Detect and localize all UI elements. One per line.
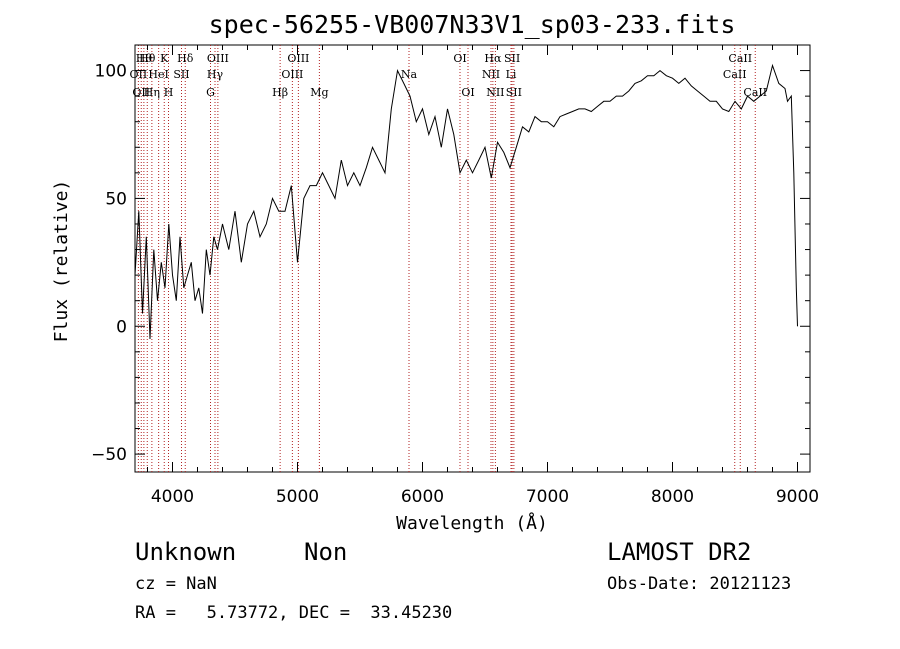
line-label: SII <box>506 86 522 99</box>
chart-title: spec-56255-VB007N33V1_sp03-233.fits <box>209 10 736 39</box>
line-label: NII <box>482 68 500 81</box>
x-tick-label: 4000 <box>151 487 194 507</box>
line-label: OIII <box>281 68 303 81</box>
object-subclass: Non <box>304 538 348 566</box>
line-label: Mg <box>310 86 328 99</box>
y-tick-label: 50 <box>105 189 127 209</box>
x-tick-label: 6000 <box>401 487 444 507</box>
line-label: SII <box>173 68 189 81</box>
spectral-line-labels: OIIOIIHθHθHηHeIKHSIIHδGHγOIIIHβOIIIOIIIM… <box>130 52 768 99</box>
coordinates-text: RA = 5.73772, DEC = 33.45230 <box>135 603 453 623</box>
line-label: Hθ <box>139 52 156 65</box>
tick-labels: 4000 5000 6000 7000 8000 9000 −50 0 50 100 <box>91 62 819 507</box>
y-tick-label: 100 <box>95 62 127 82</box>
plot-frame <box>134 44 811 473</box>
line-label: Hθ <box>136 52 153 65</box>
axis-ticks <box>135 44 810 472</box>
line-label: SII <box>504 52 520 65</box>
line-label: Li <box>506 68 517 81</box>
line-label: CaII <box>728 52 752 65</box>
spectral-line-markers <box>137 45 756 472</box>
line-label: K <box>160 52 169 65</box>
line-label: Hβ <box>272 86 288 99</box>
redshift-text: cz = NaN <box>135 574 217 594</box>
line-label: Na <box>401 68 418 81</box>
object-class: Unknown <box>135 538 237 566</box>
x-tick-label: 7000 <box>526 487 569 507</box>
line-label: OII <box>130 68 148 81</box>
line-label: OIII <box>287 52 309 65</box>
line-label: OI <box>453 52 466 65</box>
x-tick-label: 8000 <box>651 487 694 507</box>
line-label: Hδ <box>177 52 194 65</box>
y-axis-label: Flux (relative) <box>51 180 72 343</box>
line-label: HeI <box>148 68 168 81</box>
line-label: Hη <box>144 86 160 99</box>
line-label: OIII <box>207 52 229 65</box>
survey-name: LAMOST DR2 <box>607 538 752 566</box>
spectrum-line <box>134 63 798 340</box>
obs-date-text: Obs-Date: 20121123 <box>607 574 792 594</box>
line-label: G <box>206 86 215 99</box>
y-tick-label: −50 <box>91 445 127 465</box>
line-label: CaII <box>723 68 747 81</box>
line-label: OI <box>461 86 474 99</box>
x-tick-label: 5000 <box>276 487 319 507</box>
x-axis-label: Wavelength (Å) <box>396 512 548 534</box>
line-label: NII <box>486 86 504 99</box>
line-label: H <box>164 86 174 99</box>
line-label: Hα <box>484 52 502 65</box>
y-tick-label: 0 <box>116 317 127 337</box>
line-label: Hγ <box>207 68 224 81</box>
x-tick-label: 9000 <box>776 487 819 507</box>
